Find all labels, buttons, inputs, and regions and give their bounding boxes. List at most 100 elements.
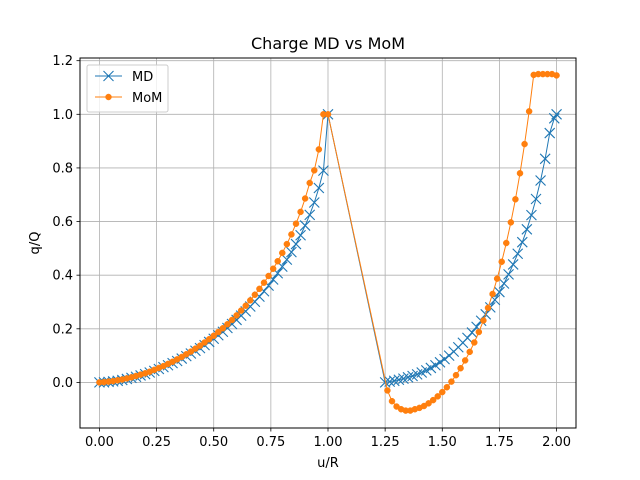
series-mom-point [466,348,473,356]
x-tick-label: 0.50 [199,435,228,450]
series-md-point [217,326,229,338]
series-mom-point [201,339,208,346]
x-tick-label: 1.25 [371,435,400,450]
series-mom-point [260,279,268,286]
marker-stroke [263,280,274,292]
marker-stroke [430,359,441,371]
marker-stroke [281,254,293,266]
series-mom-point [493,275,501,282]
series-md-point [512,248,524,260]
series-mom-point [324,111,332,118]
marker-stroke [530,193,542,205]
series-md-point [430,359,441,371]
series-mom-point [480,317,487,324]
y-tick-label: 0.8 [52,161,73,176]
x-tick-label: 0.75 [256,435,285,450]
series-mom-point [256,285,263,293]
marker-stroke [393,374,405,386]
marker-stroke [439,353,450,365]
series-md-point [308,197,320,208]
marker-stroke [512,248,524,260]
marker-stroke [551,108,562,120]
series-md-point [507,259,519,270]
series-mom-point [553,72,560,79]
series-mom-point [512,196,519,203]
series-mom-point [215,328,222,336]
series-md-point [526,209,537,221]
series-md-point [462,332,473,344]
marker-stroke [290,238,302,250]
series-mom-point [425,400,432,407]
marker-stroke [308,197,320,208]
series-mom-point [388,397,396,405]
series-mom [96,70,560,414]
series-mom-point [292,220,300,227]
marker-stroke [503,268,514,280]
series-md-point [535,175,546,186]
series-mom-point [297,208,304,216]
series-mom-point [301,195,309,202]
x-axis-label: u/R [317,456,339,471]
series-mom-point [516,170,524,177]
marker-stroke [217,326,229,338]
series-mom-point [288,231,295,238]
series-mom-point [283,240,291,248]
marker-stroke [498,278,510,289]
series-mom-point [448,378,455,385]
series-md-point [295,229,306,241]
x-tick-label: 1.00 [314,435,343,450]
series-mom-point [475,328,483,336]
series-md-point [498,278,510,289]
marker-stroke [434,356,446,368]
series-mom-point [233,312,240,319]
series-md-point [521,223,533,235]
series-layer [94,70,562,414]
marker-stroke [304,209,316,221]
marker-stroke [539,153,551,165]
series-mom-point [503,239,510,247]
series-mom-point [192,345,199,352]
marker-stroke [295,229,306,241]
series-md-point [539,153,551,165]
marker-stroke [535,175,546,186]
x-tick-label: 0.25 [142,435,171,450]
y-tick-label: 0.4 [52,269,73,284]
series-mom-point [315,146,323,153]
series-md-point [318,165,329,176]
series-mom-point [484,304,492,312]
marker-stroke [276,261,288,272]
chart-title: Charge MD vs MoM [251,34,405,53]
marker-stroke [318,165,329,176]
marker-stroke [494,286,505,298]
y-tick-label: 0.0 [52,376,73,391]
series-mom-point [525,108,533,115]
series-mom-point [274,257,281,265]
series-mom-point [205,336,213,343]
series-mom-point [457,364,464,372]
series-md-point [544,127,556,139]
x-tick-label: 0.00 [85,435,114,450]
series-mom-point [210,332,217,340]
series-mom-point [279,249,286,257]
marker-stroke [507,259,519,270]
y-tick-label: 0.2 [52,322,73,337]
series-md-point [530,193,542,205]
series-mom-point [439,388,446,396]
series-md-point [299,220,311,231]
y-tick-label: 1.2 [52,54,73,69]
series-mom-point [498,258,505,266]
series-mom-point [452,371,460,379]
legend-md-sample [95,70,122,82]
marker-stroke [272,267,284,279]
series-md-point [393,374,405,386]
legend-md-marker [103,70,114,82]
series-md-point [439,353,450,365]
marker-stroke [388,375,400,387]
marker-stroke [462,332,473,344]
series-md-point [551,108,562,120]
marker-stroke [103,70,114,82]
series-mom-point [489,290,496,298]
marker-stroke [521,223,533,235]
marker-stroke [526,209,537,221]
